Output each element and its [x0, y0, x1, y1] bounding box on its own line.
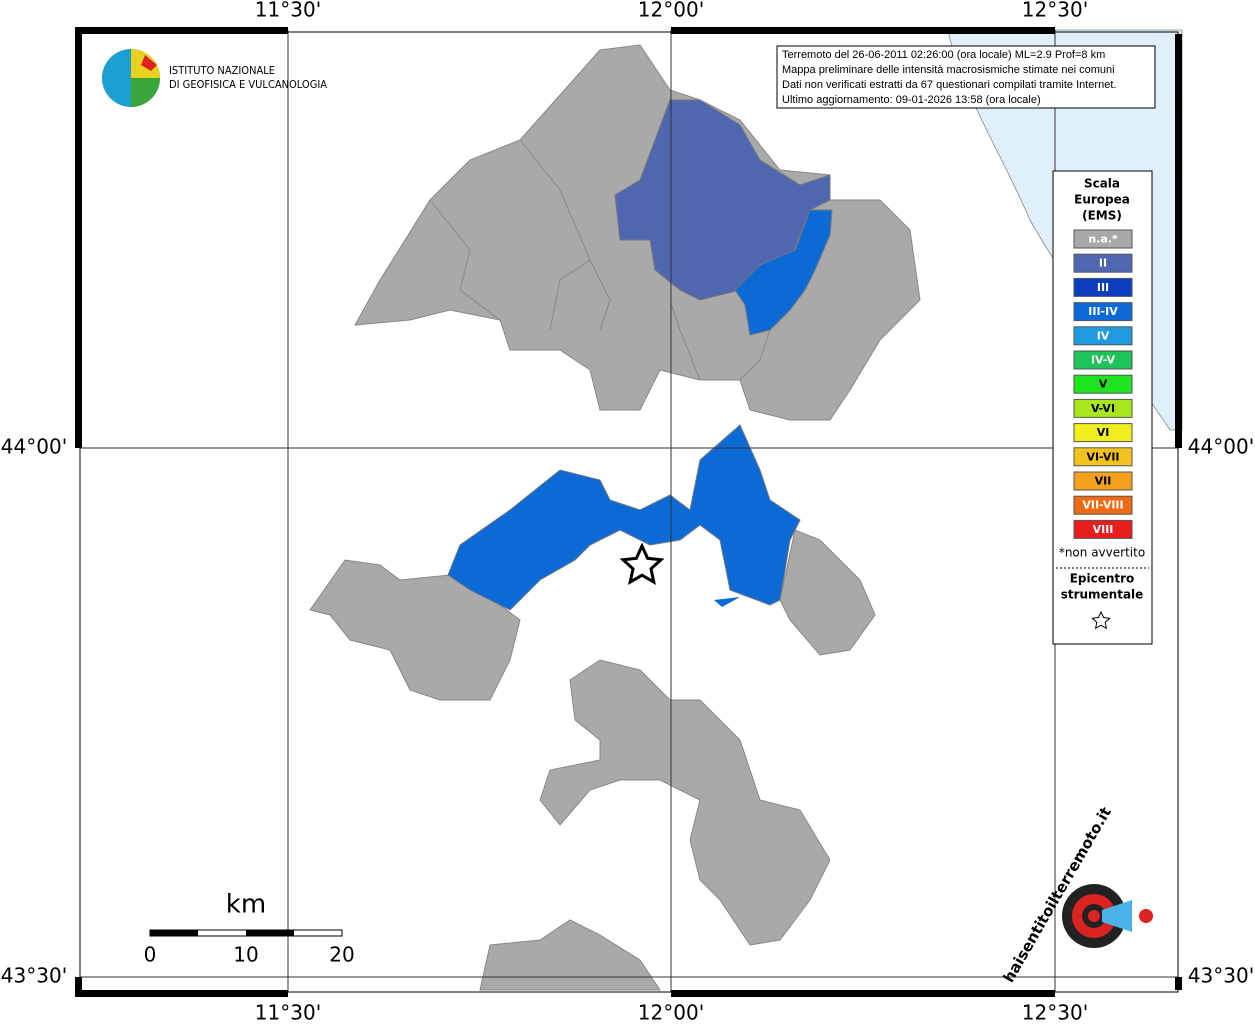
- legend-label: III-IV: [1088, 305, 1118, 318]
- legend-swatch: [1073, 302, 1133, 322]
- legend-label: V: [1099, 378, 1108, 391]
- legend-label: IV: [1097, 329, 1110, 342]
- municipality-na: [779, 529, 876, 656]
- hsit-logo: [1139, 909, 1153, 923]
- legend-note: *non avvertito: [1059, 546, 1145, 560]
- scale-bar: [150, 930, 198, 936]
- legend-title: Scala: [1084, 177, 1120, 191]
- legend-swatch: [1073, 471, 1133, 491]
- municipality-na: [309, 559, 521, 701]
- legend-swatch: [1073, 374, 1133, 394]
- lat-label: 43°30': [1188, 964, 1254, 988]
- legend-label: VI: [1097, 426, 1110, 439]
- scale-label: 20: [329, 943, 354, 967]
- municipality-na: [539, 659, 831, 946]
- borders: [429, 139, 771, 381]
- municipality-iii-iv: [734, 209, 833, 336]
- info-box: [776, 45, 1156, 109]
- legend-swatch: [1073, 495, 1133, 515]
- info-line: Terremoto del 26-06-2011 02:26:00 (ora l…: [782, 49, 1105, 61]
- lat-label: 43°30': [1, 964, 67, 988]
- lon-label: 11°30': [255, 1001, 321, 1025]
- legend-swatch: [1073, 423, 1133, 443]
- legend-swatch: [1073, 229, 1133, 249]
- info-line: Ultimo aggiornamento: 09-01-2026 13:58 (…: [782, 94, 1041, 106]
- legend-title: (EMS): [1082, 209, 1122, 223]
- lon-label: 12°30': [1022, 1001, 1088, 1025]
- frame-bars: [75, 27, 1182, 997]
- legend-swatch: [1073, 253, 1133, 273]
- legend-label: VIII: [1093, 523, 1114, 536]
- info-line: Mappa preliminare delle intensità macros…: [782, 64, 1115, 76]
- legend-star: [1091, 610, 1111, 630]
- institute-name: DI GEOFISICA E VULCANOLOGIA: [169, 78, 327, 91]
- lon-label: 12°00': [638, 1001, 704, 1025]
- scale-label: 10: [233, 943, 258, 967]
- legend-label: V-VI: [1091, 402, 1115, 415]
- legend-swatch: [1073, 398, 1133, 418]
- legend-label: IV-V: [1091, 354, 1116, 367]
- scale-unit: km: [226, 890, 266, 920]
- legend-epicenter: Epicentro: [1070, 572, 1135, 586]
- institute-name: ISTITUTO NAZIONALE: [169, 64, 275, 77]
- legend-label: VII: [1095, 475, 1112, 488]
- lon-label: 12°30': [1022, 0, 1088, 22]
- ingv-logo: [141, 55, 157, 71]
- legend-label: II: [1099, 257, 1107, 270]
- legend-label: III: [1097, 281, 1109, 294]
- hsit-logo: [1102, 900, 1132, 932]
- municipality-ii: [614, 99, 831, 301]
- legend-label: n.a.*: [1088, 233, 1118, 246]
- legend-swatch: [1073, 277, 1133, 297]
- municipality-iii-iv: [714, 597, 740, 607]
- scale-label: 0: [144, 943, 157, 967]
- info-line: Dati non verificati estratti da 67 quest…: [782, 79, 1116, 91]
- frame: [79, 31, 1179, 993]
- scale-bar: [246, 930, 294, 936]
- legend-swatch: [1073, 447, 1133, 467]
- municipality-na: [479, 919, 661, 991]
- lat-label: 44°00': [1188, 435, 1254, 459]
- ingv-logo: [131, 78, 160, 107]
- lon-label: 12°00': [638, 0, 704, 22]
- legend-swatch: [1073, 350, 1133, 370]
- epicenter-star: [619, 542, 665, 585]
- legend-epicenter: strumentale: [1061, 588, 1144, 602]
- municipality-iii-iv: [447, 424, 801, 611]
- legend-swatch: [1073, 326, 1133, 346]
- legend-label: VI-VII: [1086, 450, 1119, 463]
- legend-swatch: [1073, 519, 1133, 539]
- legend-label: VII-VIII: [1082, 499, 1123, 512]
- hsit-logo: [1088, 910, 1100, 922]
- lat-label: 44°00': [1, 435, 67, 459]
- legend-title: Europea: [1074, 193, 1130, 207]
- lon-label: 11°30': [255, 0, 321, 22]
